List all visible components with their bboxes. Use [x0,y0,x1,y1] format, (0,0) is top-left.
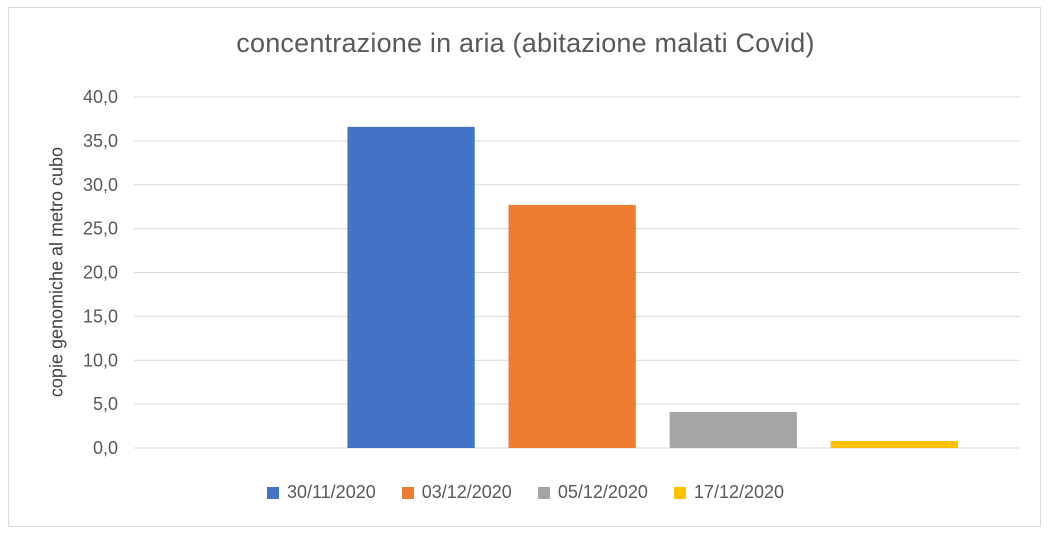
y-tick-label: 40,0 [83,87,118,107]
bar-2 [508,204,636,448]
y-tick-label: 5,0 [93,394,118,414]
y-tick-label: 25,0 [83,219,118,239]
legend: 30/11/2020 03/12/2020 05/12/2020 17/12/2020 [0,482,1051,503]
legend-label: 03/12/2020 [421,482,512,502]
y-axis-ticks: 0,0 5,0 10,0 15,0 20,0 25,0 30,0 35,0 40,0 [83,87,118,458]
legend-swatch [266,486,279,499]
y-tick-label: 20,0 [83,263,118,283]
bar-3 [669,412,797,448]
y-tick-label: 35,0 [83,131,118,151]
legend-swatch [401,486,414,499]
bar-4 [830,440,958,448]
legend-swatch [537,486,550,499]
legend-label: 17/12/2020 [693,482,785,502]
bar-1 [347,126,475,449]
legend-item: 03/12/2020 [401,482,512,503]
chart-title: concentrazione in aria (abitazione malat… [236,28,815,58]
y-tick-label: 15,0 [83,306,118,326]
legend-swatch [673,486,686,499]
y-tick-label: 30,0 [83,175,118,195]
legend-label: 30/11/2020 [286,482,376,502]
legend-item: 05/12/2020 [537,482,648,503]
legend-item: 17/12/2020 [673,482,785,503]
y-tick-label: 0,0 [93,438,118,458]
bars [347,126,958,449]
legend-label: 05/12/2020 [557,482,648,502]
y-tick-label: 10,0 [83,350,118,370]
legend-item: 30/11/2020 [266,482,376,503]
